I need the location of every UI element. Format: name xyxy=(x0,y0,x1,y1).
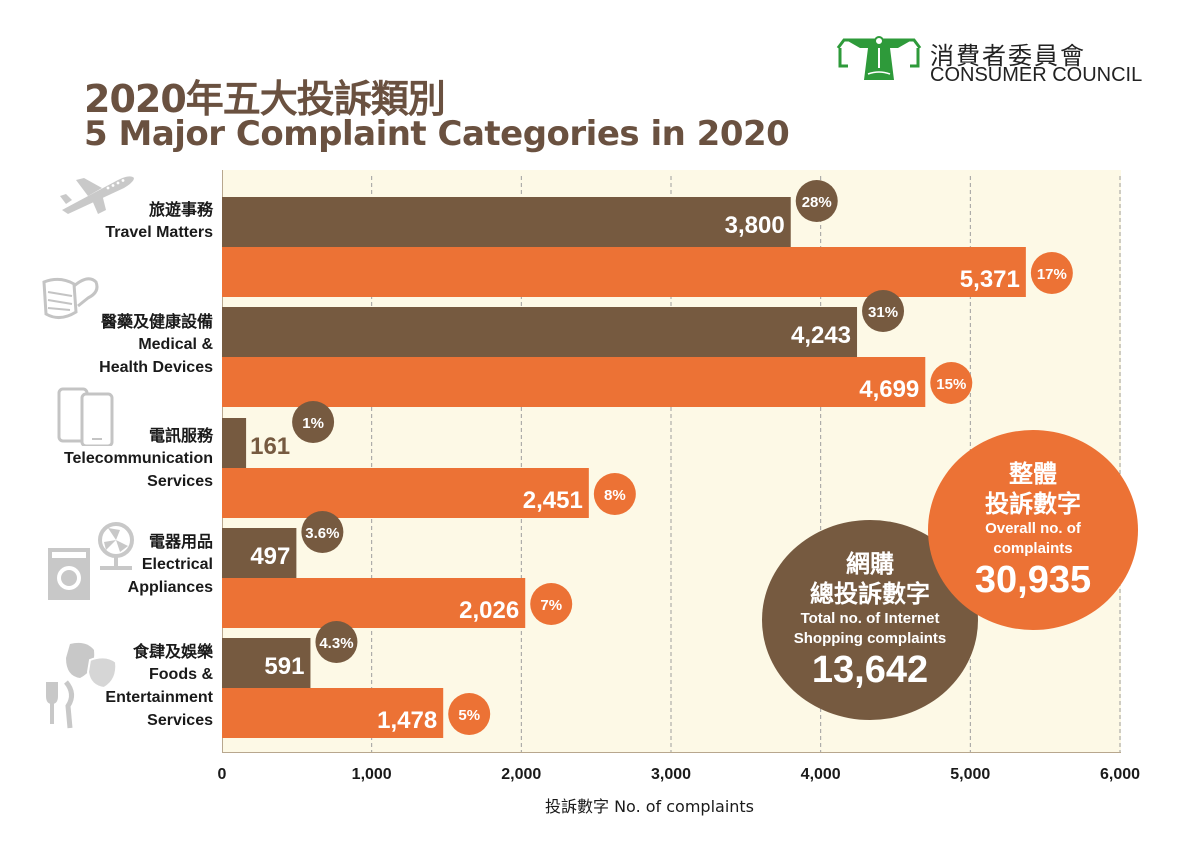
category-en: Electrical xyxy=(141,556,213,573)
percent-bubble-internet xyxy=(862,290,905,332)
category-en: Telecommunication xyxy=(63,450,213,467)
x-tick-label: 0 xyxy=(217,766,227,783)
category-label-travel: 旅遊事務 Travel Matters xyxy=(105,198,213,244)
bar-internet-shopping xyxy=(222,418,247,468)
percent-bubble-internet xyxy=(292,401,335,443)
internet-total-zh-1: 網購 xyxy=(846,550,894,578)
category-en: Entertainment xyxy=(105,689,213,706)
percent-label-internet: 28% xyxy=(802,194,832,211)
percent-label-overall: 7% xyxy=(540,597,562,614)
category-en: Health Devices xyxy=(99,359,213,376)
percent-label-overall: 5% xyxy=(458,707,480,724)
percent-bubble-internet xyxy=(301,511,344,553)
percent-bubble-overall xyxy=(930,362,973,404)
value-label-internet: 591 xyxy=(264,653,304,680)
overall-total-circle: 整體 投訴數字 Overall no. of complaints 30,935 xyxy=(928,430,1138,630)
category-zh: 電器用品 xyxy=(148,532,213,551)
percent-label-overall: 15% xyxy=(936,376,966,393)
value-label-overall: 2,026 xyxy=(459,597,519,624)
x-tick-label: 2,000 xyxy=(501,766,542,783)
percent-label-internet: 4.3% xyxy=(319,635,353,652)
x-tick-label: 1,000 xyxy=(351,766,392,783)
value-label-overall: 2,451 xyxy=(523,487,583,514)
phone-icon xyxy=(57,387,114,446)
theatre-masks-icon xyxy=(46,642,118,729)
bar-overall xyxy=(222,357,926,407)
percent-bubble-internet xyxy=(795,180,838,222)
value-label-overall: 4,699 xyxy=(859,376,919,403)
category-zh: 食肆及娛樂 xyxy=(132,642,213,661)
percent-bubble-internet xyxy=(315,621,358,663)
category-label-telecom: 電訊服務 Telecommunication Services xyxy=(64,424,213,493)
airplane-icon xyxy=(60,176,134,214)
value-label-overall: 5,371 xyxy=(960,266,1020,293)
x-tick-label: 6,000 xyxy=(1099,766,1141,783)
value-label-internet: 161 xyxy=(250,433,290,460)
category-zh: 醫藥及健康設備 xyxy=(100,312,213,331)
percent-label-overall: 17% xyxy=(1037,266,1067,283)
overall-total-en-2: complaints xyxy=(993,540,1073,557)
category-en: Appliances xyxy=(127,579,213,596)
bar-overall xyxy=(222,578,526,628)
page-title-en: 5 Major Complaint Categories in 2020 xyxy=(84,114,790,154)
overall-total-value: 30,935 xyxy=(974,559,1092,601)
scale-logo-icon xyxy=(836,36,922,80)
overall-total-en-1: Overall no. of xyxy=(985,520,1081,537)
category-label-foods: 食肆及娛樂 Foods & Entertainment Services xyxy=(105,640,213,732)
overall-total-zh-1: 整體 xyxy=(1009,460,1057,488)
bar-overall xyxy=(222,688,444,738)
bar-internet-shopping xyxy=(222,638,311,688)
logo-name-en: CONSUMER COUNCIL xyxy=(930,64,1143,86)
x-tick-label: 4,000 xyxy=(800,766,841,783)
category-en: Services xyxy=(147,712,213,729)
page-title-zh: 2020年五大投訴類別 xyxy=(84,77,446,121)
category-en: Services xyxy=(147,473,213,490)
value-label-overall: 1,478 xyxy=(377,707,437,734)
percent-bubble-overall xyxy=(530,583,573,625)
x-tick-label: 5,000 xyxy=(950,766,991,783)
category-zh: 電訊服務 xyxy=(148,426,213,445)
category-label-electrical: 電器用品 Electrical Appliances xyxy=(128,530,213,599)
overall-total-zh-2: 投訴數字 xyxy=(985,490,1081,518)
percent-label-internet: 3.6% xyxy=(305,525,339,542)
bar-overall xyxy=(222,468,589,518)
bar-internet-shopping xyxy=(222,197,791,247)
consumer-council-logo: 消費者委員會 CONSUMER COUNCIL xyxy=(836,34,1156,90)
value-label-internet: 3,800 xyxy=(725,212,785,239)
category-zh: 旅遊事務 xyxy=(148,200,213,219)
internet-total-value: 13,642 xyxy=(811,649,929,691)
x-axis-label: 投訴數字 No. of complaints xyxy=(545,797,755,816)
mask-icon xyxy=(42,277,99,319)
bar-internet-shopping xyxy=(222,528,297,578)
logo-name-zh: 消費者委員會 xyxy=(930,42,1086,70)
value-label-internet: 497 xyxy=(250,543,290,570)
bar-internet-shopping xyxy=(222,307,858,357)
percent-bubble-overall xyxy=(448,693,491,735)
category-en: Travel Matters xyxy=(105,224,213,241)
internet-total-en-2: Shopping complaints xyxy=(793,630,947,647)
category-en: Medical & xyxy=(138,336,213,353)
category-en: Foods & xyxy=(149,666,213,683)
percent-bubble-overall xyxy=(1030,252,1073,294)
percent-label-internet: 31% xyxy=(868,304,898,321)
percent-bubble-overall xyxy=(593,473,636,515)
value-label-internet: 4,243 xyxy=(791,322,851,349)
internet-total-zh-2: 總投訴數字 xyxy=(810,580,930,608)
category-label-medical: 醫藥及健康設備 Medical & Health Devices xyxy=(99,310,213,379)
percent-label-internet: 1% xyxy=(302,415,324,432)
appliance-icon xyxy=(48,522,134,600)
x-tick-label: 3,000 xyxy=(650,766,692,783)
internet-total-en-1: Total no. of Internet xyxy=(800,610,940,627)
percent-label-overall: 8% xyxy=(604,487,626,504)
bar-overall xyxy=(222,247,1026,297)
